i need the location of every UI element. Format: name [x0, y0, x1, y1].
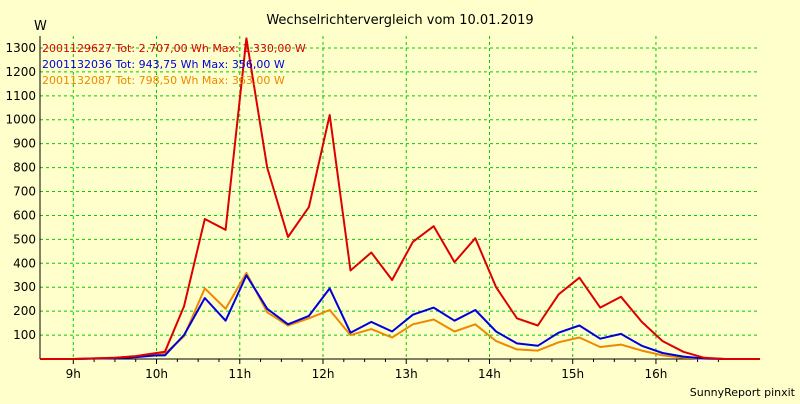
x-tick-label: 16h: [645, 367, 668, 381]
axes: 100 200 300 400 500 600 700 800 900 1000 1100 1200 1…: [5, 36, 760, 381]
footer-credit: SunnyReport pinxit: [690, 386, 796, 399]
x-tick-label: 12h: [312, 367, 335, 381]
y-tick-label: 1300: [5, 41, 36, 55]
y-tick-label: 900: [13, 137, 36, 151]
grid-lines: [40, 36, 760, 359]
series-line-2001129627: [40, 37, 760, 360]
y-tick-label: 700: [13, 185, 36, 199]
y-tick-label: 200: [13, 304, 36, 318]
x-tick-label: 15h: [561, 367, 584, 381]
y-tick-label: 1200: [5, 65, 36, 79]
legend-entry-2001129627: 2001129627 Tot: 2.707,00 Wh Max: 1.330,0…: [42, 42, 306, 55]
plot-area: [40, 36, 760, 359]
y-tick-label: 500: [13, 232, 36, 246]
y-tick-label: 300: [13, 280, 36, 294]
x-tick-label: 14h: [478, 367, 501, 381]
series-lines: [40, 37, 760, 360]
y-tick-label: 100: [13, 328, 36, 342]
legend-entry-2001132087: 2001132087 Tot: 798,50 Wh Max: 363,00 W: [42, 74, 285, 87]
legend-entry-2001132036: 2001132036 Tot: 943,75 Wh Max: 356,00 W: [42, 58, 285, 71]
legend: 2001129627 Tot: 2.707,00 Wh Max: 1.330,0…: [42, 42, 306, 87]
y-tick-label: 1100: [5, 89, 36, 103]
y-tick-label: 1000: [5, 113, 36, 127]
x-tick-label: 11h: [228, 367, 251, 381]
x-tick-label: 13h: [395, 367, 418, 381]
chart-title: Wechselrichtervergleich vom 10.01.2019: [266, 13, 533, 28]
series-line-2001132036: [40, 274, 760, 360]
y-axis-unit-label: W: [34, 19, 47, 34]
x-tick-label: 9h: [66, 367, 81, 381]
x-tick-label: 10h: [145, 367, 168, 381]
y-tick-label: 600: [13, 208, 36, 222]
plot-background: [40, 36, 760, 359]
y-tick-label: 400: [13, 256, 36, 270]
y-tick-label: 800: [13, 161, 36, 175]
